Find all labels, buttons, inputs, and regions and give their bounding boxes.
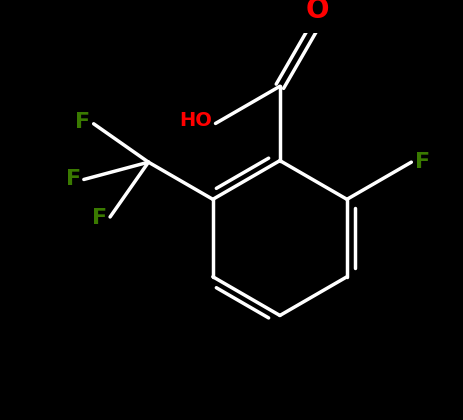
Text: F: F: [92, 208, 107, 228]
Text: O: O: [305, 0, 329, 24]
Text: F: F: [415, 152, 430, 172]
Text: F: F: [66, 170, 81, 189]
Text: F: F: [75, 112, 91, 132]
Text: HO: HO: [180, 111, 213, 130]
